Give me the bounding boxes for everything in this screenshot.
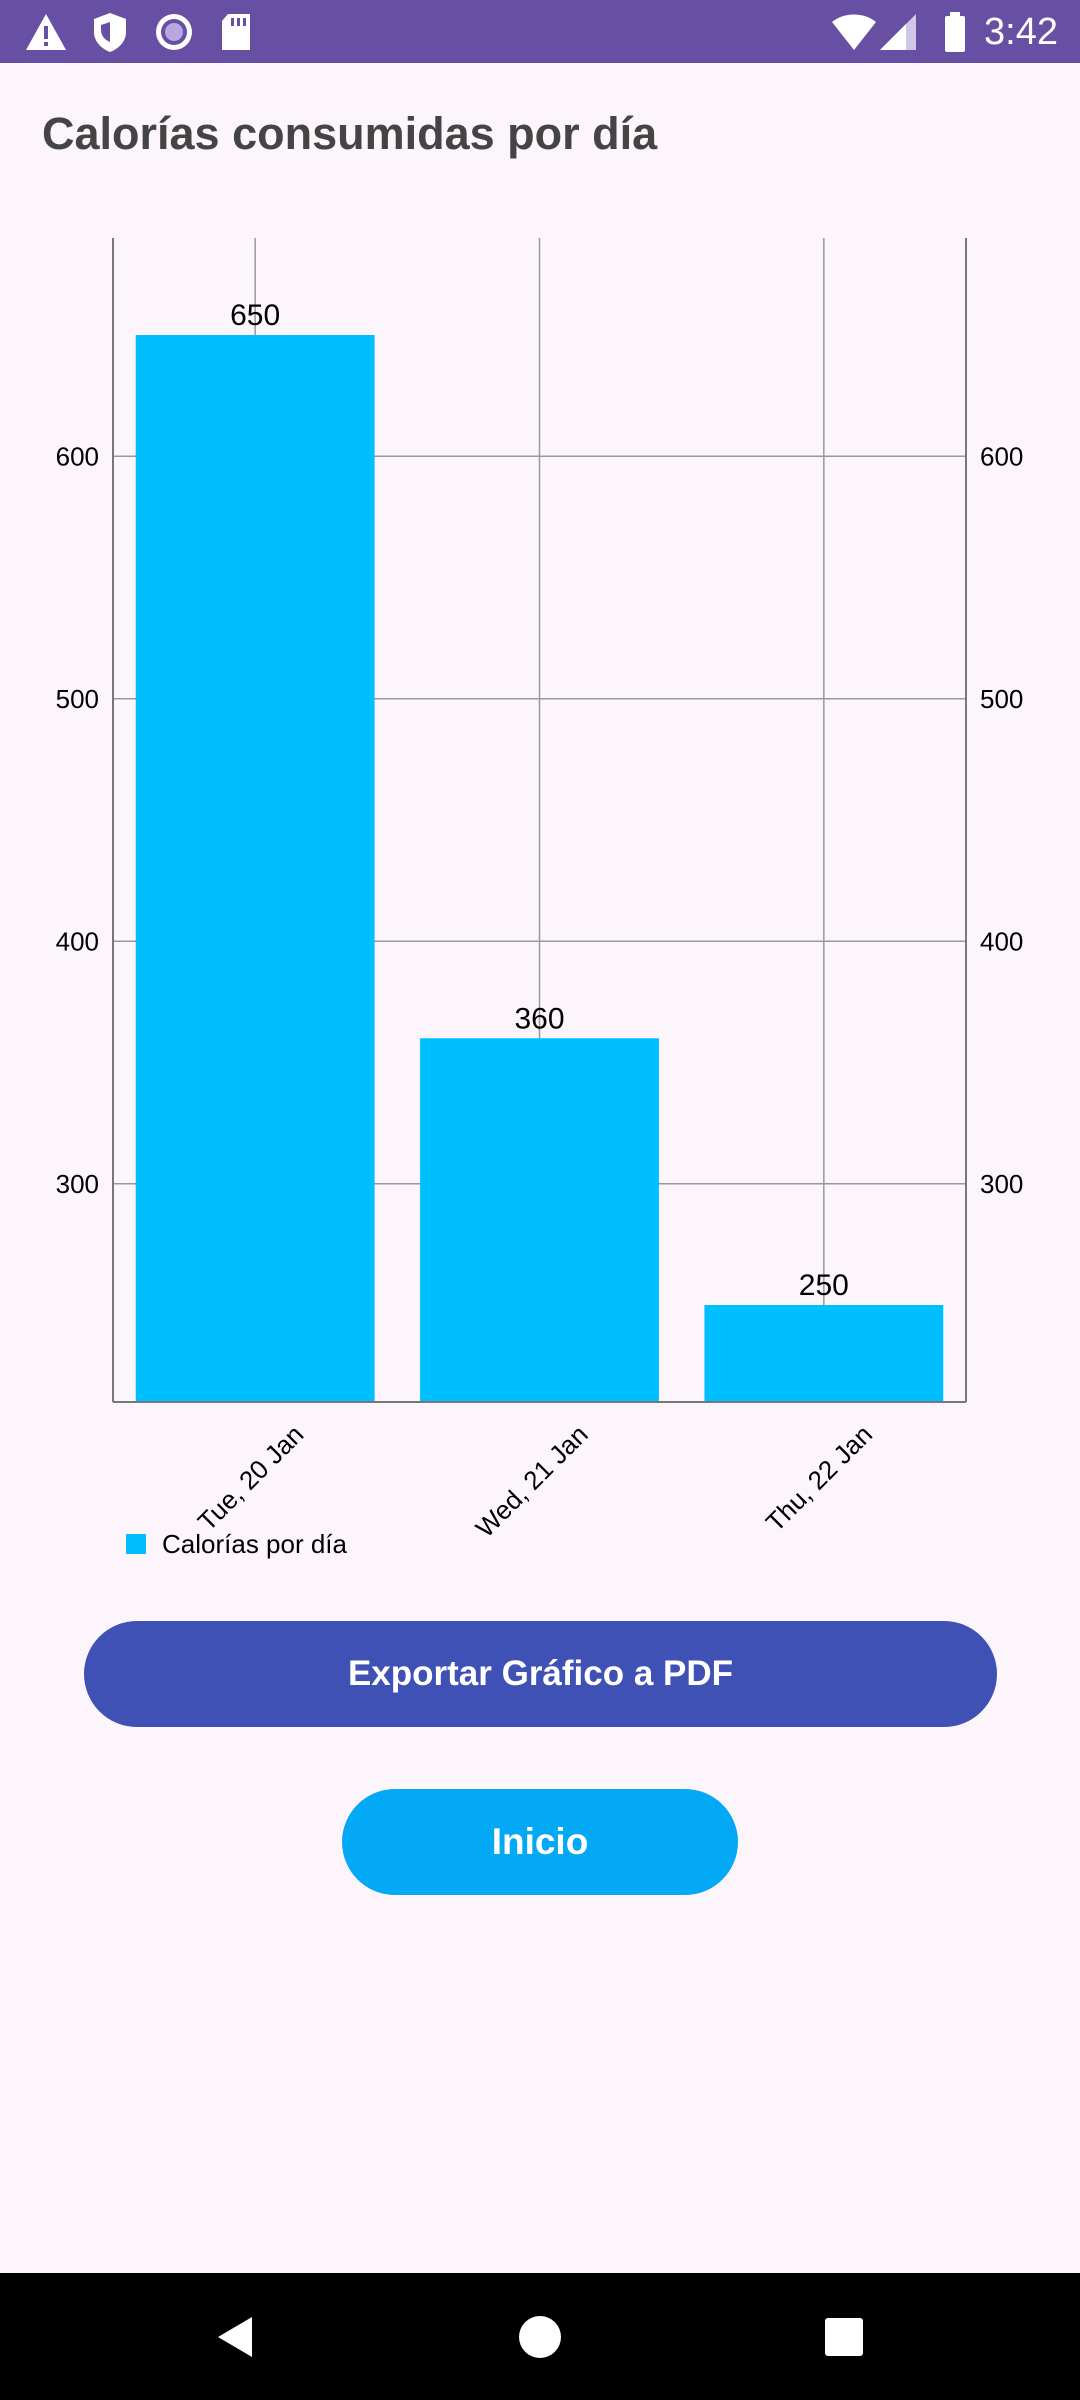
y-tick-label-left: 300 [56, 1169, 99, 1199]
bar [135, 335, 375, 1402]
x-tick-label: Thu, 22 Jan [760, 1419, 878, 1537]
bar-chart: 300 300 400 400 500 500 600 600 650 Tue, 20 Jan 36… [0, 200, 1080, 1580]
battery-icon [934, 10, 978, 54]
y-tick-label-left: 600 [56, 441, 99, 471]
y-tick-label-right: 500 [980, 684, 1023, 714]
chart-legend: Calorías por día [126, 1526, 347, 1562]
x-tick-label: Wed, 21 Jan [470, 1419, 594, 1543]
legend-swatch [126, 1534, 146, 1554]
page-title: Calorías consumidas por día [42, 108, 658, 159]
back-icon[interactable] [206, 2307, 266, 2367]
cellular-signal-icon [876, 10, 920, 54]
data-label: 650 [230, 299, 280, 332]
y-tick-label-left: 400 [56, 926, 99, 956]
bar [420, 1038, 659, 1402]
y-tick-label-right: 600 [980, 441, 1023, 471]
x-tick-label: Tue, 20 Jan [192, 1419, 310, 1537]
sd-card-icon [214, 10, 258, 54]
recents-icon[interactable] [814, 2307, 874, 2367]
home-button[interactable]: Inicio [342, 1789, 738, 1895]
wifi-icon [830, 10, 876, 54]
export-pdf-button[interactable]: Exportar Gráfico a PDF [84, 1621, 997, 1727]
status-time: 3:42 [984, 11, 1058, 53]
status-bar: 3:42 [0, 0, 1080, 63]
data-label: 250 [799, 1269, 849, 1302]
y-tick-label-left: 500 [56, 684, 99, 714]
home-icon[interactable] [510, 2307, 570, 2367]
y-tick-label-right: 400 [980, 926, 1023, 956]
data-label: 360 [514, 1002, 564, 1035]
bar-chart-svg: 300 300 400 400 500 500 600 600 650 Tue, 20 Jan 36… [56, 238, 1023, 1543]
warning-icon [24, 10, 68, 54]
y-tick-label-right: 300 [980, 1169, 1023, 1199]
circle-record-icon [152, 10, 196, 54]
bar [704, 1305, 944, 1402]
shield-icon [88, 10, 132, 54]
navigation-bar [0, 2273, 1080, 2400]
legend-label: Calorías por día [162, 1528, 347, 1559]
